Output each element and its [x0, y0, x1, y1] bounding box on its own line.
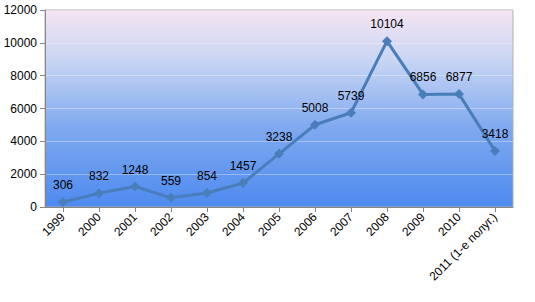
svg-text:306: 306 [53, 178, 73, 192]
svg-text:2011 (1-е полуг.): 2011 (1-е полуг.) [427, 210, 500, 283]
svg-text:1248: 1248 [122, 163, 149, 177]
svg-text:4000: 4000 [10, 134, 37, 148]
svg-text:8000: 8000 [10, 69, 37, 83]
svg-text:2002: 2002 [147, 210, 176, 239]
svg-text:6877: 6877 [446, 70, 473, 84]
svg-text:6000: 6000 [10, 102, 37, 116]
svg-text:10104: 10104 [370, 17, 404, 31]
svg-text:2003: 2003 [183, 210, 212, 239]
svg-text:2000: 2000 [75, 210, 104, 239]
svg-text:5739: 5739 [338, 89, 365, 103]
svg-text:1999: 1999 [39, 210, 68, 239]
svg-text:0: 0 [30, 200, 37, 214]
svg-text:2009: 2009 [399, 210, 428, 239]
svg-text:2000: 2000 [10, 167, 37, 181]
svg-text:2001: 2001 [111, 210, 140, 239]
svg-text:3238: 3238 [266, 130, 293, 144]
svg-text:1457: 1457 [230, 159, 257, 173]
svg-text:2004: 2004 [219, 210, 248, 239]
svg-text:2005: 2005 [255, 210, 284, 239]
svg-text:854: 854 [197, 169, 217, 183]
svg-text:2007: 2007 [327, 210, 356, 239]
svg-text:2010: 2010 [435, 210, 464, 239]
svg-text:6856: 6856 [410, 70, 437, 84]
svg-text:559: 559 [161, 174, 181, 188]
svg-text:10000: 10000 [4, 36, 38, 50]
svg-text:3418: 3418 [482, 127, 509, 141]
svg-text:2006: 2006 [291, 210, 320, 239]
svg-text:2008: 2008 [363, 210, 392, 239]
svg-text:832: 832 [89, 169, 109, 183]
svg-text:12000: 12000 [4, 3, 38, 17]
svg-text:5008: 5008 [302, 101, 329, 115]
